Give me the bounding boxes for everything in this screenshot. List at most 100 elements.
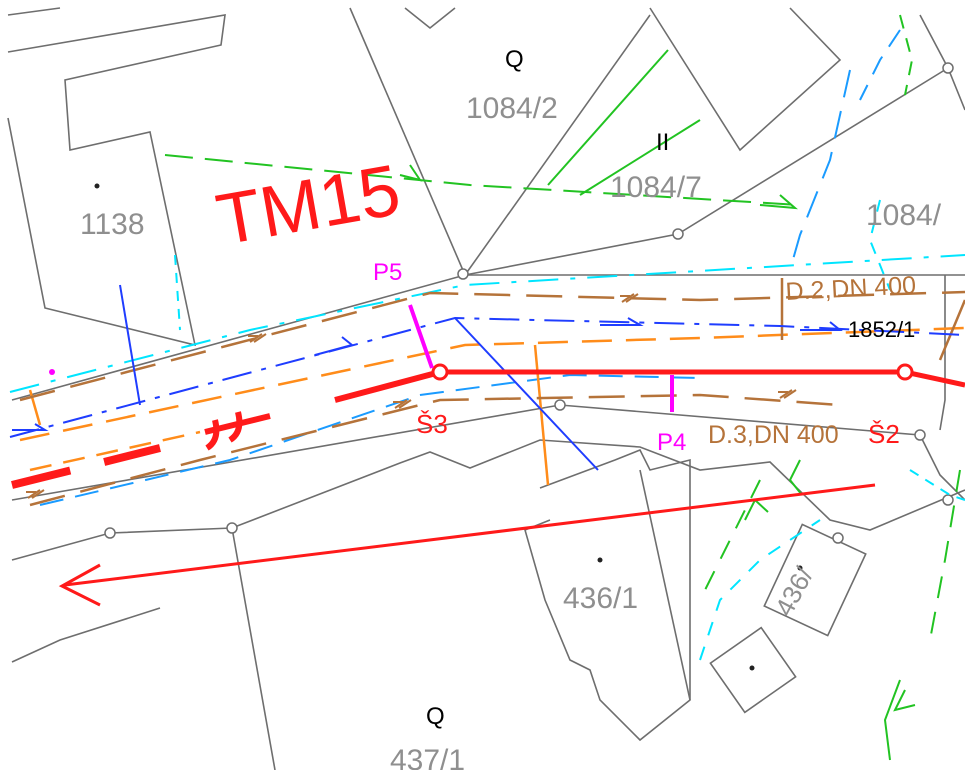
flow-chevron (620, 293, 639, 303)
parcel-label-436-1: 436/1 (563, 582, 638, 615)
connection-p5 (408, 304, 434, 369)
parcel-label-1084-7: 1084/7 (610, 171, 702, 204)
green-arrow (759, 194, 798, 210)
green-arrow (744, 498, 769, 521)
boundary-top-left (7, 7, 61, 16)
light-blue-dashed (419, 373, 701, 396)
sewer-main-dashed (334, 369, 441, 403)
magenta-lines (408, 304, 674, 412)
boundary-right-edge (939, 275, 946, 431)
flow-chevron (778, 389, 797, 399)
green-lines (164, 14, 961, 761)
symbol-ii: II (656, 129, 669, 156)
building-outline-1084-7 (649, 7, 842, 152)
parcel-dot (797, 565, 803, 571)
boundary-top-mid (404, 7, 456, 30)
red-flow-symbol (204, 411, 271, 451)
brown-vertical-line (938, 299, 965, 361)
green-arrow (893, 689, 916, 712)
survey-point (554, 399, 566, 411)
flow-chevron (393, 399, 412, 409)
blue-connection-line (454, 317, 599, 471)
light-blue-dashed (39, 394, 421, 506)
cyan-dashed-line (9, 254, 965, 393)
light-blue-dashed (789, 69, 851, 271)
survey-point (457, 268, 469, 280)
orange-lines (19, 326, 965, 486)
symbol-q-bottom: Q (426, 703, 445, 730)
manhole-label-s2: Š2 (868, 419, 900, 449)
survey-point (914, 429, 926, 441)
green-dashed-east (929, 469, 961, 641)
blue-lines (9, 284, 965, 471)
magenta-dot (49, 369, 55, 375)
cyan-dashed-south (699, 519, 821, 661)
boundary-road-north (349, 7, 466, 276)
boundary-437-west (231, 527, 276, 770)
green-solid-line (579, 119, 701, 196)
boundary-south-west (11, 607, 161, 663)
brown-lines (19, 278, 965, 507)
survey-point (942, 494, 954, 506)
cyan-dashed-east (909, 469, 965, 501)
blue-arrow (600, 317, 644, 326)
survey-point (104, 527, 116, 539)
green-dashed-line (164, 154, 801, 206)
survey-point (672, 228, 684, 240)
survey-points (104, 62, 954, 544)
building-split-436-1 (639, 469, 691, 701)
building-outline-small (709, 626, 797, 714)
sewer-main-dashed (11, 444, 161, 489)
red-arrow-line (64, 483, 876, 587)
parcel-label-1084: 1084/ (866, 199, 942, 232)
boundary-1084-diagonal (464, 14, 651, 276)
symbol-q-top: Q (505, 46, 524, 73)
light-blue-lines (39, 29, 901, 506)
orange-dashed-pipe (19, 326, 965, 442)
parcel-dots (94, 183, 803, 671)
orange-cross-line (533, 344, 550, 486)
boundary-east-top (919, 14, 965, 111)
blue-arrow (314, 336, 355, 356)
boundary-road-edge-c (11, 439, 965, 561)
parcel-dot (94, 183, 100, 189)
brown-chevrons (26, 293, 797, 499)
parcel-dot (749, 665, 755, 671)
flow-chevron (248, 333, 267, 343)
parcel-dot (597, 557, 603, 563)
green-arrow (399, 164, 423, 182)
green-zigzag (788, 459, 803, 496)
survey-point (226, 522, 238, 534)
parcel-label-1084-2: 1084/2 (466, 92, 558, 125)
brown-dashed-pipe (19, 290, 965, 402)
survey-point (942, 62, 954, 74)
green-dashed-south (699, 479, 761, 601)
cyan-dashed-line (868, 199, 891, 291)
pipe-label-d3: D.3,DN 400 (708, 421, 839, 449)
cyan-lines (9, 199, 965, 661)
survey-point (832, 532, 844, 544)
building-outline-436-1 (524, 448, 691, 742)
flow-chevron (26, 489, 45, 499)
building-outline-1138 (7, 14, 226, 347)
parcel-label-1138: 1138 (80, 208, 145, 241)
blue-arrow (12, 423, 49, 431)
labels: TM15 1084/2 1084/7 1084/ 1138 436/1 436/… (80, 46, 942, 770)
red-arrow-head (58, 563, 101, 607)
blue-connection-line (119, 284, 141, 406)
marker-label-p4: P4 (657, 429, 686, 456)
green-dashed-vertical (899, 14, 914, 96)
sewer-main-line (440, 369, 965, 388)
manhole-s2 (896, 363, 914, 381)
map-title: TM15 (211, 150, 406, 261)
blue-dash-dot-line (9, 316, 965, 438)
pipe-label-1852: 1852/1 (848, 317, 915, 342)
green-solid-line (547, 49, 669, 186)
green-zigzag (883, 679, 901, 761)
blue-arrow (800, 321, 843, 331)
cyan-dashed-left (174, 254, 181, 331)
light-blue-dashed (859, 29, 901, 101)
orange-dashed-pipe (29, 430, 201, 472)
parcel-label-437-1: 437/1 (390, 744, 465, 770)
